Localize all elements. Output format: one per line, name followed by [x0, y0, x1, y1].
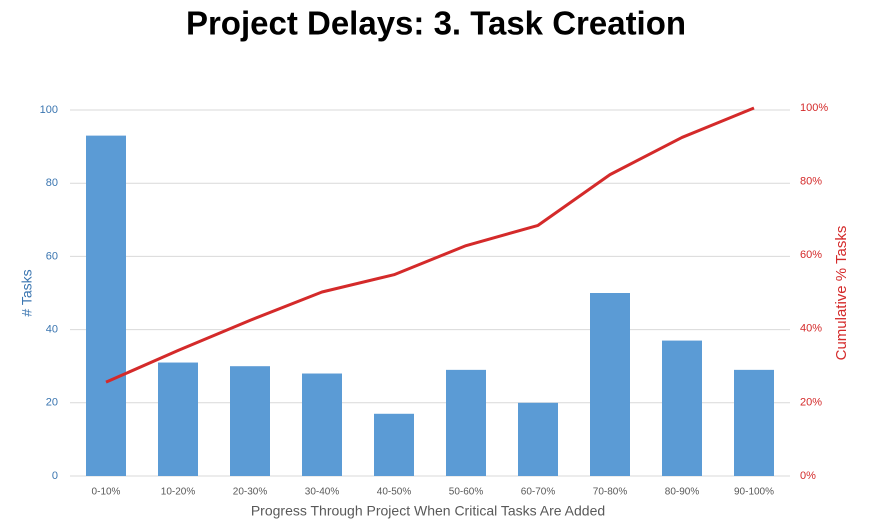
- x-tick-label: 30-40%: [305, 487, 340, 498]
- y-tick-label: 60: [46, 250, 58, 262]
- y-tick-label: 40: [46, 324, 58, 336]
- y-tick-label: 80: [46, 177, 58, 189]
- y2-tick-label: 100%: [800, 102, 828, 114]
- bar: [374, 413, 414, 476]
- bar: [86, 135, 126, 476]
- y2-tick-label: 20%: [800, 396, 822, 408]
- bar: [302, 373, 342, 476]
- y2-tick-label: 80%: [800, 176, 822, 188]
- bar: [734, 369, 774, 476]
- bar: [590, 293, 630, 476]
- bar: [518, 402, 558, 476]
- x-tick-label: 70-80%: [593, 487, 628, 498]
- x-tick-label: 10-20%: [161, 487, 196, 498]
- y-tick-label: 0: [52, 470, 58, 482]
- line: [105, 106, 755, 384]
- y2-tick-label: 40%: [800, 323, 822, 335]
- y2-tick-label: 0%: [800, 470, 816, 482]
- x-axis-label: Progress Through Project When Critical T…: [251, 503, 605, 519]
- y2-axis-label: Cumulative % Tasks: [833, 226, 850, 361]
- bar: [158, 362, 198, 476]
- x-tick-label: 50-60%: [449, 487, 484, 498]
- x-tick-label: 20-30%: [233, 487, 268, 498]
- bar: [446, 369, 486, 476]
- chart-title: Project Delays: 3. Task Creation: [186, 5, 686, 42]
- x-tick-label: 0-10%: [92, 487, 121, 498]
- bar: [662, 340, 702, 476]
- x-tick-label: 90-100%: [734, 487, 774, 498]
- y-tick-label: 20: [46, 397, 58, 409]
- y-axis-label: # Tasks: [19, 269, 35, 316]
- y-tick-label: 100: [40, 104, 58, 116]
- x-tick-label: 80-90%: [665, 487, 700, 498]
- x-tick-label: 60-70%: [521, 487, 556, 498]
- x-tick-label: 40-50%: [377, 487, 412, 498]
- y2-tick-label: 60%: [800, 249, 822, 261]
- bar: [230, 366, 270, 476]
